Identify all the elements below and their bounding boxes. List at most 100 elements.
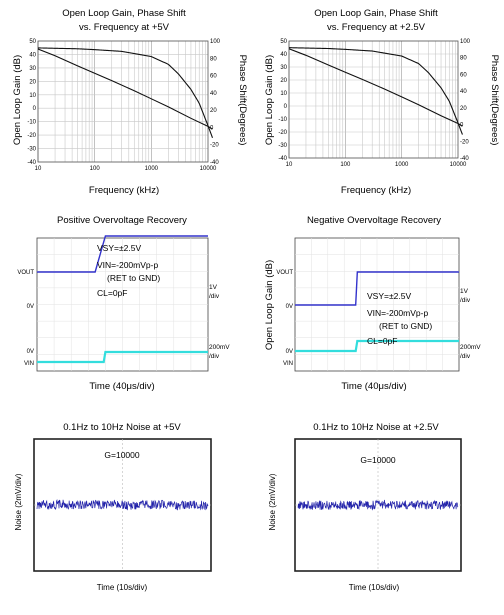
annotation-ret: (RET to GND) — [379, 321, 432, 331]
annotation-ret: (RET to GND) — [107, 273, 160, 283]
chart-title-line2: vs. Frequency at +5V — [79, 22, 170, 33]
plot-frame — [37, 40, 209, 163]
annotation-cl: CL=0pF — [367, 336, 397, 346]
annotation-vsy: VSY=±2.5V — [97, 243, 141, 253]
scale-upper-unit: /div — [209, 293, 220, 300]
y-tick-label: 10 — [280, 91, 287, 97]
y2-tick-label: 80 — [210, 56, 217, 62]
chart-open-loop-gain-2v5: Open Loop Gain, Phase Shift vs. Frequenc… — [252, 0, 504, 205]
scale-upper-value: 1V — [460, 288, 469, 295]
y-tick-label: 30 — [280, 65, 287, 71]
gain-curve — [38, 48, 213, 130]
chart-pov-svg: Positive Overvoltage Recovery VOUT 0V 0V… — [17, 215, 230, 392]
x-axis-label: Time (40μs/div) — [341, 381, 406, 392]
label-0v-lower: 0V — [27, 349, 34, 355]
label-vin: VIN — [283, 361, 293, 367]
x-tick-label: 10000 — [200, 166, 217, 172]
phase-curve — [289, 47, 463, 135]
scale-upper-unit: /div — [460, 297, 471, 304]
chart-olg25-svg: Open Loop Gain, Phase Shift vs. Frequenc… — [264, 8, 500, 196]
y2-axis-label: Phase Shift(Degrees) — [489, 55, 500, 146]
chart-title: 0.1Hz to 10Hz Noise at +2.5V — [313, 422, 439, 433]
y2-tick-label: 100 — [210, 39, 221, 45]
annotation-gain: G=10000 — [104, 450, 139, 460]
x-tick-label: 10 — [286, 162, 293, 168]
annotation-vsy: VSY=±2.5V — [367, 291, 411, 301]
y2-tick-label: 80 — [460, 56, 467, 62]
phase-curve — [38, 47, 214, 138]
y-tick-label: -30 — [27, 147, 36, 153]
y-tick-label: -40 — [278, 156, 287, 162]
annotation-gain: G=10000 — [360, 455, 395, 465]
plot-area: 50 40 30 20 100 -10 -20 -30 -40 100 80 60 40 20 0 -20 -4… — [278, 39, 470, 168]
y-tick-label: 0 — [33, 106, 37, 112]
y-tick-label: 0 — [284, 104, 288, 110]
y2-tick-label: 20 — [210, 108, 217, 114]
y-axis-label: Open Loop Gain (dB) — [264, 55, 275, 145]
y2-axis-label: Phase Shift(Degrees) — [237, 55, 248, 146]
scope-area — [294, 438, 462, 572]
x-axis-label: Time (10s/div) — [97, 583, 148, 592]
chart-noise-2v5: 0.1Hz to 10Hz Noise at +2.5V G=10000 Noi… — [252, 410, 504, 615]
y2-tick-label: -20 — [210, 143, 219, 149]
x-tick-label: 100 — [90, 166, 101, 172]
y2-tick-label: 60 — [460, 72, 467, 78]
x-tick-label: 1000 — [145, 166, 159, 172]
y-tick-label: -10 — [278, 117, 287, 123]
chart-title: Negative Overvoltage Recovery — [307, 215, 441, 226]
x-tick-label: 1000 — [395, 162, 409, 168]
trace-vout — [295, 271, 459, 306]
x-axis-label: Time (40μs/div) — [89, 381, 154, 392]
scale-lower-unit: /div — [209, 353, 220, 360]
gain-curve — [289, 48, 463, 127]
label-vout: VOUT — [276, 270, 293, 276]
scale-upper-value: 1V — [209, 284, 218, 291]
chart-olg5-svg: Open Loop Gain, Phase Shift vs. Frequenc… — [12, 8, 248, 196]
chart-title-line1: Open Loop Gain, Phase Shift — [62, 8, 186, 19]
scale-lower-unit: /div — [460, 353, 471, 360]
x-axis-label: Frequency (kHz) — [341, 185, 411, 196]
y-tick-label: -30 — [278, 143, 287, 149]
scope-area — [33, 438, 212, 572]
y-tick-label: -10 — [27, 120, 36, 126]
y2-tick-label: 40 — [460, 89, 467, 95]
noise-trace — [36, 499, 209, 511]
y2-tick-label: 100 — [460, 39, 471, 45]
y-tick-label: 40 — [280, 52, 287, 58]
chart-title-line1: Open Loop Gain, Phase Shift — [314, 8, 438, 19]
y2-tick-label: 40 — [210, 91, 217, 97]
x-tick-label: 10000 — [450, 162, 467, 168]
y-tick-label: -20 — [278, 130, 287, 136]
y-axis-label: Open Loop Gain (dB) — [264, 260, 275, 350]
trace-vin — [295, 339, 459, 353]
y-tick-label: 30 — [29, 66, 36, 72]
annotation-vin: VIN=-200mVp-p — [97, 260, 158, 270]
label-0v-lower: 0V — [286, 349, 293, 355]
scope-area — [36, 235, 209, 372]
chart-title-line2: vs. Frequency at +2.5V — [327, 22, 426, 33]
y-tick-label: 20 — [280, 78, 287, 84]
chart-open-loop-gain-5v: Open Loop Gain, Phase Shift vs. Frequenc… — [0, 0, 252, 205]
label-0v-upper: 0V — [27, 304, 34, 310]
chart-title: 0.1Hz to 10Hz Noise at +5V — [63, 422, 181, 433]
annotation-cl: CL=0pF — [97, 288, 127, 298]
y-tick-label: 10 — [29, 93, 36, 99]
y2-tick-label: -40 — [210, 160, 219, 166]
y-tick-label: -20 — [27, 133, 36, 139]
y2-tick-label: 20 — [460, 106, 467, 112]
y-tick-label: 40 — [29, 52, 36, 58]
plot-area: 50 40 30 20 100 -10 -20 -30 -40 100 80 60 40 20 0 -20 -4… — [27, 39, 220, 172]
scope-area — [294, 237, 460, 372]
y2-tick-label: -20 — [460, 139, 469, 145]
scale-lower-value: 200mV — [460, 344, 481, 351]
chart-noise5-svg: 0.1Hz to 10Hz Noise at +5V G=10000 Noise… — [14, 422, 212, 592]
trace-vout — [37, 235, 208, 273]
chart-nov-svg: Negative Overvoltage Recovery Open Loop … — [264, 215, 481, 392]
y2-tick-label: -40 — [460, 156, 469, 162]
y-axis-label: Noise (2mV/div) — [14, 473, 23, 530]
plot-frame — [288, 40, 459, 159]
chart-title: Positive Overvoltage Recovery — [57, 215, 187, 226]
chart-positive-overvoltage: Positive Overvoltage Recovery VOUT 0V 0V… — [0, 205, 252, 410]
chart-noise25-svg: 0.1Hz to 10Hz Noise at +2.5V G=10000 Noi… — [268, 422, 462, 592]
x-axis-label: Time (10s/div) — [349, 583, 400, 592]
